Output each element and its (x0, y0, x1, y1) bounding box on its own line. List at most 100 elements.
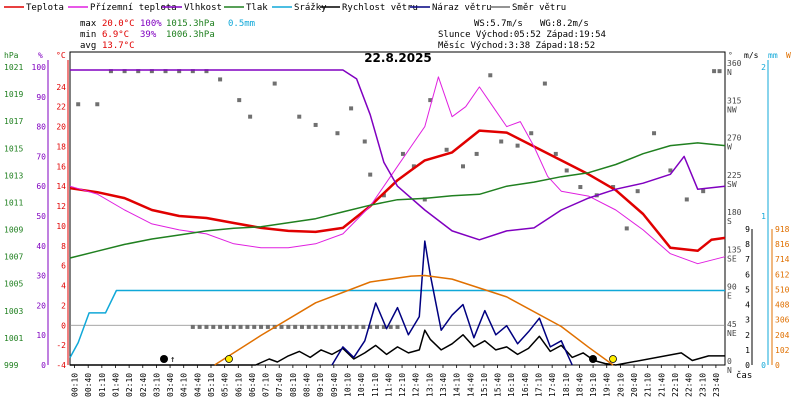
w-tick-label: 0 (775, 361, 780, 370)
x-tick-label: 04:40 (193, 373, 202, 397)
temp-tick-label: 10 (56, 222, 66, 231)
sun-moon-markers: ↑ (160, 355, 617, 365)
direction-point (237, 98, 242, 103)
temp-tick-label: 6 (61, 262, 66, 271)
x-tick-label: 10:10 (343, 373, 352, 397)
dir-tick-value: 45 (727, 320, 737, 329)
hpa-tick-label: 1021 (4, 63, 23, 72)
series-2 (70, 69, 726, 241)
direction-point (190, 69, 195, 74)
pct-tick-label: 50 (36, 212, 46, 221)
direction-point (542, 81, 547, 86)
x-tick-label: 12:40 (412, 373, 421, 397)
x-tick-label: 05:40 (221, 373, 230, 397)
direction-point (265, 324, 270, 329)
x-tick-label: 16:40 (521, 373, 530, 397)
direction-point (252, 324, 257, 329)
pct-axis-label: % (38, 51, 43, 60)
x-tick-label: 21:10 (644, 373, 653, 397)
direction-point (578, 185, 583, 190)
temp-tick-label: -4 (56, 361, 66, 370)
dir-tick-name: E (727, 292, 732, 301)
stat-min-label: min (80, 30, 96, 40)
mm-tick-label: 0 (761, 361, 766, 370)
x-tick-label: 05:10 (207, 373, 216, 397)
w-tick-label: 408 (775, 301, 790, 310)
w-tick-label: 306 (775, 316, 790, 325)
legend-label-5: Rychlost větru (342, 3, 418, 13)
temp-tick-label: 22 (56, 103, 66, 112)
direction-point (313, 324, 318, 329)
temp-tick-label: 18 (56, 142, 66, 151)
x-tick-label: 17:40 (548, 373, 557, 397)
sunrise-icon (225, 355, 233, 363)
direction-point (108, 69, 113, 74)
direction-point (488, 73, 493, 78)
mm-axis-label: mm (768, 51, 778, 60)
x-tick-label: 15:40 (494, 373, 503, 397)
ms-tick-label: 9 (745, 225, 750, 234)
direction-point (652, 131, 657, 136)
moonset-icon (589, 355, 597, 363)
direction-point (362, 139, 367, 144)
x-tick-label: 08:10 (289, 373, 298, 397)
temp-tick-label: 14 (56, 182, 66, 191)
moonrise-icon (160, 355, 168, 363)
hpa-tick-label: 1005 (4, 280, 23, 289)
temp-tick-label: 0 (61, 321, 66, 330)
w-tick-label: 714 (775, 255, 790, 264)
hpa-tick-label: 1013 (4, 171, 23, 180)
x-axis-label: čas (736, 370, 752, 381)
direction-point (361, 324, 366, 329)
direction-point (259, 324, 264, 329)
legend-label-0: Teplota (26, 3, 64, 13)
dir-tick-value: 225 (727, 171, 742, 180)
direction-point (400, 151, 405, 156)
x-tick-label: 23:40 (712, 373, 721, 397)
direction-point (245, 324, 250, 329)
direction-point (668, 168, 673, 173)
dir-tick-name: N (727, 366, 732, 375)
direction-point (306, 324, 311, 329)
dir-tick-value: 0 (727, 357, 732, 366)
stat-max-rain: 0.5mm (228, 19, 255, 29)
direction-point (381, 324, 386, 329)
direction-point (717, 69, 722, 74)
x-tick-label: 11:10 (371, 373, 380, 397)
stat-avg-temp: 13.7°C (102, 41, 135, 51)
temp-tick-label: 20 (56, 123, 66, 132)
direction-point (515, 143, 520, 148)
dir-tick-value: 180 (727, 208, 742, 217)
x-tick-label: 19:40 (603, 373, 612, 397)
x-tick-label: 19:10 (589, 373, 598, 397)
dir-tick-name: NE (727, 329, 737, 338)
x-tick-label: 21:40 (657, 373, 666, 397)
x-tick-label: 20:10 (616, 373, 625, 397)
stat-min-hum: 39% (140, 30, 157, 40)
x-tick-label: 14:10 (453, 373, 462, 397)
dir-tick-value: 90 (727, 283, 737, 292)
direction-point (368, 172, 373, 177)
w-tick-label: 510 (775, 285, 790, 294)
direction-point (701, 189, 706, 194)
pct-tick-label: 10 (36, 331, 46, 340)
series-1 (69, 76, 726, 265)
direction-point (122, 69, 127, 74)
direction-point (299, 324, 304, 329)
hpa-tick-label: 1009 (4, 226, 23, 235)
series-5 (70, 329, 725, 366)
x-tick-label: 14:40 (466, 373, 475, 397)
direction-point (286, 324, 291, 329)
stat-max-temp: 20.0°C (102, 19, 135, 29)
temp-tick-label: 12 (56, 202, 66, 211)
series-6 (331, 240, 573, 366)
moonrise-arrow-icon: ↑ (170, 355, 175, 365)
x-tick-label: 01:40 (111, 373, 120, 397)
x-tick-label: 01:10 (98, 373, 107, 397)
direction-point (293, 324, 298, 329)
ms-tick-label: 1 (745, 346, 750, 355)
dir-tick-name: W (727, 143, 732, 152)
x-tick-label: 02:10 (125, 373, 134, 397)
direction-point (149, 69, 154, 74)
ms-tick-label: 0 (745, 361, 750, 370)
